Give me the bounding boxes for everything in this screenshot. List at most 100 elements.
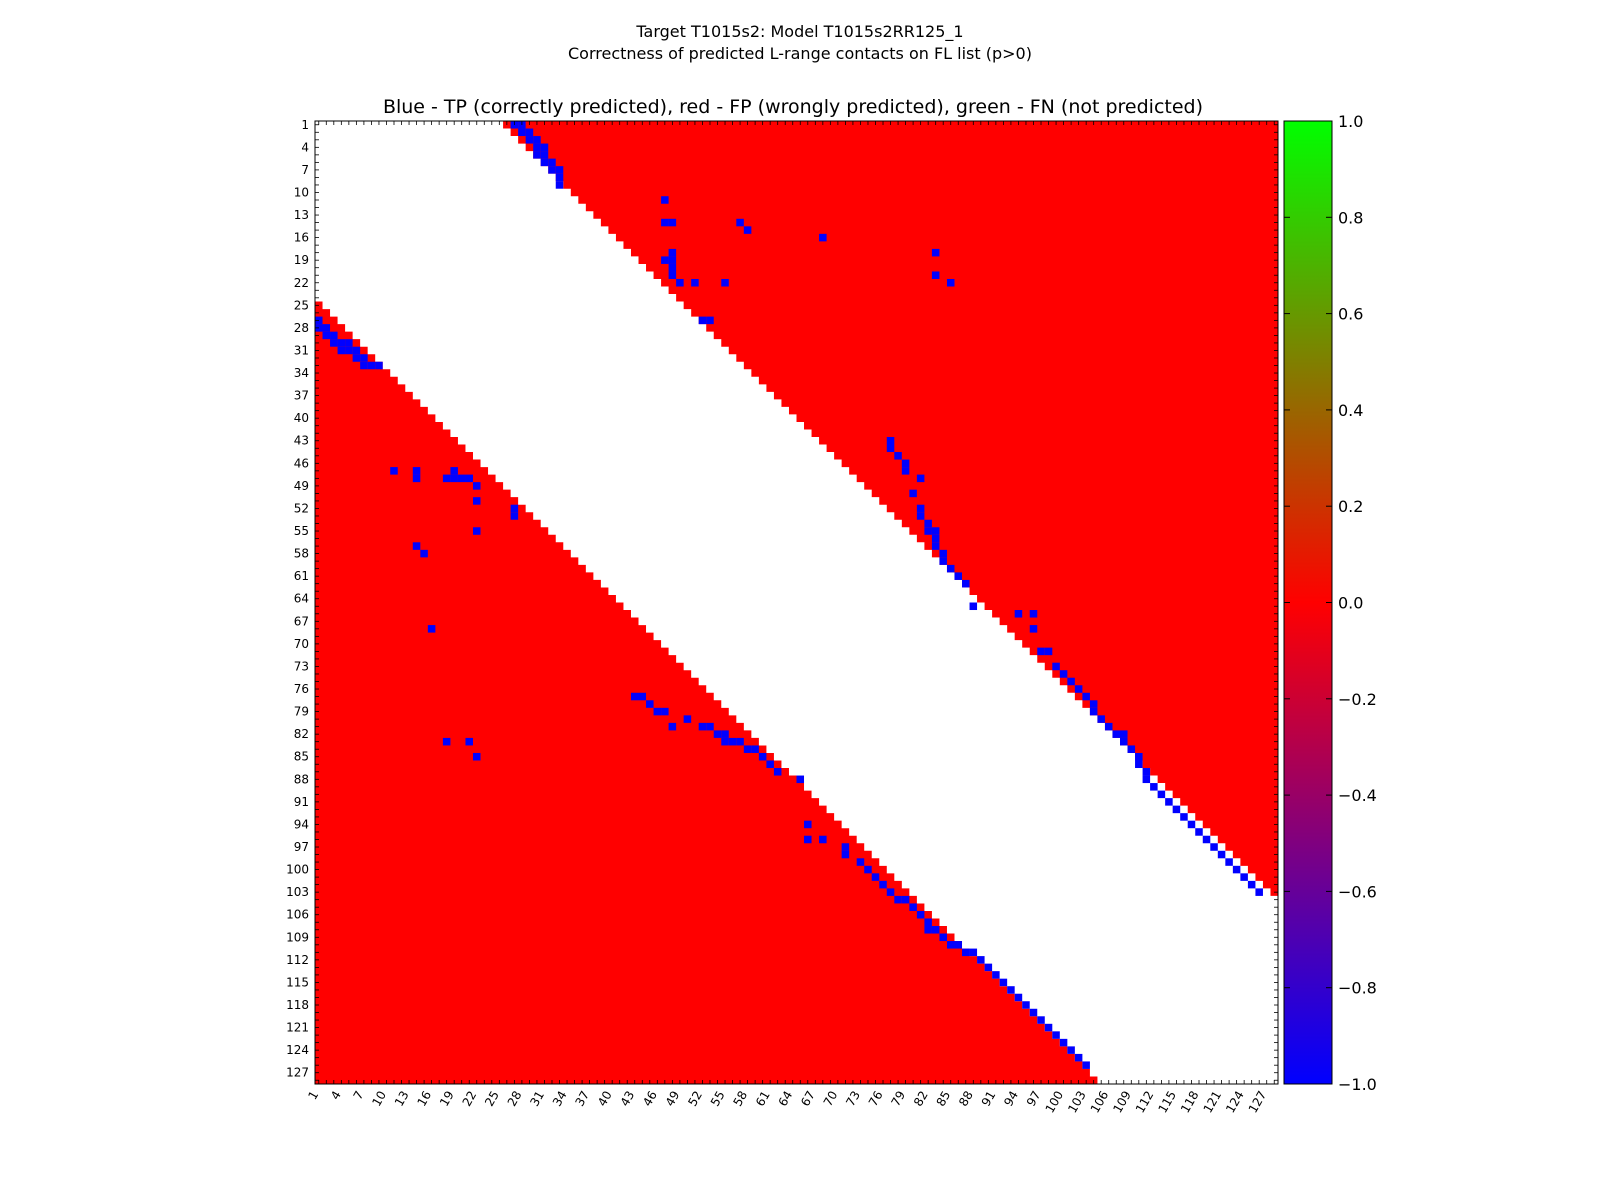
tp-cell-7-32 [548,166,556,174]
tp-cell-33-8 [367,361,376,370]
y-tick-label: 76 [294,682,309,696]
y-tick-label: 28 [294,321,309,335]
tp-cell-103-126 [1255,888,1263,896]
tp-cell-102-76 [879,880,887,889]
tp-cell-71-97 [1037,647,1045,656]
tp-cell-2-29 [525,128,534,137]
colorbar-tick-label: −0.6 [1338,882,1377,901]
tp-cell-83-55 [721,737,729,746]
y-tick-label: 97 [294,840,309,854]
tp-cell-79-104 [1089,707,1098,716]
tp-cell-22-49 [676,278,684,287]
y-tick-label: 109 [286,930,309,944]
x-tick-label: 67 [798,1089,818,1109]
tp-cell-102-125 [1247,880,1256,889]
tp-cell-51-22 [472,497,481,505]
tp-cell-101-124 [1240,873,1248,881]
tp-cell-47-19 [450,467,458,475]
suptitle-line-2: Correctness of predicted L-range contact… [568,44,1032,63]
y-tick-label: 58 [294,547,309,561]
colorbar-tick-label: 0.2 [1338,497,1363,516]
tp-cell-48-14 [412,474,421,483]
y-tick-label: 7 [301,163,309,177]
tp-cell-22-85 [946,278,955,287]
tp-cell-77-103 [1082,692,1090,701]
tp-cell-122-99 [1052,1031,1060,1039]
tp-cell-98-121 [1217,850,1226,859]
tp-cell-84-109 [1127,745,1136,753]
tp-cell-103-77 [886,888,895,896]
tp-cell-33-9 [375,361,383,370]
tp-cell-57-83 [931,542,940,550]
tp-cell-96-66 [804,835,812,844]
y-tick-label: 124 [286,1043,309,1057]
tp-cell-43-77 [886,436,895,445]
x-tick-label: 46 [640,1089,660,1109]
tp-cell-84-59 [751,745,759,753]
tp-cell-114-91 [992,971,1000,979]
tp-cell-32-6 [352,354,361,362]
tp-cell-93-116 [1180,813,1188,821]
tp-cell-11-47 [661,196,669,204]
x-tick-label: 91 [979,1088,999,1108]
axis-ticks [315,121,1278,1084]
y-tick-label: 85 [294,750,309,764]
tp-cell-3-30 [533,136,541,144]
y-tick-label: 40 [294,411,309,425]
x-tick-label: 10 [369,1088,389,1108]
tp-cell-52-27 [510,504,519,513]
tp-cell-48-21 [465,474,473,483]
tp-cell-85-60 [758,752,767,761]
x-tick-label: 52 [685,1089,705,1109]
x-tick-label: 13 [392,1088,412,1108]
colorbar-tick-label: 0.4 [1338,401,1363,420]
tp-cell-27-52 [698,316,707,325]
tp-cell-113-90 [984,963,993,972]
tp-cell-68-16 [427,625,436,633]
y-tick-label: 127 [286,1066,309,1080]
tp-cell-20-48 [668,263,677,272]
tp-cell-4-31 [540,143,549,152]
x-tick-label: 64 [776,1089,796,1109]
tp-cell-86-61 [766,760,774,769]
tp-cell-124-101 [1067,1046,1075,1054]
tp-cell-29-3 [330,331,338,340]
x-tick-label: 73 [843,1089,863,1109]
tp-cell-80-105 [1097,715,1105,723]
x-tick-label: 88 [956,1088,976,1108]
colorbar-tick-label: −0.8 [1338,979,1377,998]
tp-cell-87-111 [1142,768,1151,776]
tp-cell-106-81 [916,910,925,919]
tp-cell-96-68 [819,835,827,844]
x-tick-label: 76 [866,1089,886,1109]
y-tick-label: 100 [286,863,309,877]
tp-cell-108-83 [931,926,940,934]
y-tick-label: 19 [294,253,309,267]
tp-cell-65-88 [969,602,978,611]
tp-cell-45-78 [894,452,902,460]
x-tick-label: 19 [437,1088,457,1108]
colorbar-tick-label: 0.8 [1338,208,1363,227]
y-tick-label: 115 [286,975,309,989]
colorbar-tick-label: −0.4 [1338,786,1377,805]
tp-cell-48-18 [442,474,451,483]
tp-cell-111-88 [969,948,978,957]
tp-cell-48-20 [457,474,466,483]
x-tick-label: 25 [482,1088,502,1108]
x-tick-label: 121 [1201,1088,1225,1115]
tp-cell-66-96 [1029,610,1038,618]
y-tick-label: 79 [294,705,309,719]
tp-cell-5-31 [540,151,549,159]
tp-cell-5-30 [533,151,541,159]
y-tick-label: 52 [294,501,309,515]
y-tick-label: 61 [294,569,309,583]
x-tick-label: 118 [1178,1088,1202,1115]
tp-cell-79-47 [661,707,669,716]
x-tick-label: 37 [572,1089,592,1109]
tp-cell-89-112 [1150,783,1158,791]
x-tick-label: 100 [1043,1088,1067,1115]
tp-cell-47-11 [390,467,398,475]
y-tick-label: 112 [286,953,309,967]
tp-cell-6-31 [540,158,549,167]
